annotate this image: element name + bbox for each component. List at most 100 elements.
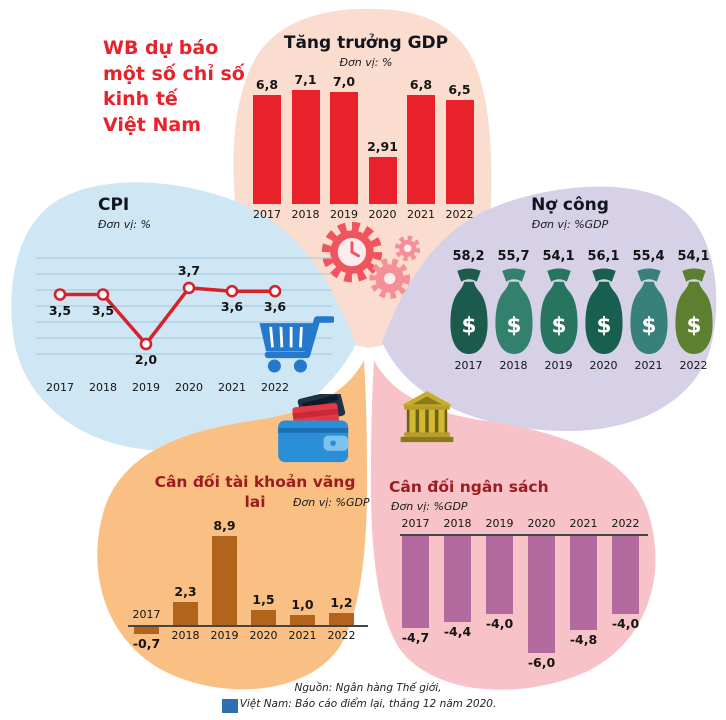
budget-axis [400, 534, 648, 536]
gdp-value-label: 2,91 [367, 139, 398, 154]
public_debt-value-label: 58,2 [452, 249, 485, 264]
budget-year-label: 2018 [443, 517, 472, 530]
source-note: Nguồn: Ngân hàng Thế giới, Việt Nam: Báo… [168, 681, 568, 713]
public_debt-value-label: 55,4 [632, 249, 665, 264]
public_debt-item-2022: 54,1 $ 2022 [671, 249, 716, 380]
current_account-year-label: 2021 [288, 629, 317, 642]
budget-value-label: -4,4 [443, 624, 472, 639]
current-account-bar-chart: -0,7 2017 2,3 2018 8,9 2019 1,5 2020 1,0 2021 1,2 2… [128, 518, 373, 683]
cpi-title: CPI [98, 195, 130, 215]
svg-text:$: $ [551, 313, 566, 338]
gdp-year-label: 2021 [407, 208, 435, 221]
wallet-cards-icon [276, 389, 356, 468]
cpi-year-label: 2018 [89, 381, 117, 394]
gears-clock-icon [316, 220, 421, 309]
budget-bar-chart: -4,7 2017 -4,4 2018 -4,0 2019 -6,0 2020 -4,8 2021… [400, 516, 658, 686]
cpi-year-label: 2022 [261, 381, 289, 394]
svg-text:$: $ [461, 313, 476, 338]
gdp-year-label: 2019 [330, 208, 358, 221]
current_account-bar-2021 [290, 615, 315, 625]
cpi-value-label: 3,5 [48, 302, 72, 318]
budget-value-label: -6,0 [527, 655, 556, 670]
current_account-value-label: 1,2 [330, 595, 353, 610]
current_account-value-label: 1,5 [252, 592, 275, 607]
current_account-bar-2017 [134, 627, 159, 634]
public_debt-value-label: 56,1 [587, 249, 620, 264]
public_debt-item-2021: 55,4 $ 2021 [626, 249, 671, 380]
public_debt-year-label: 2021 [634, 358, 663, 372]
current_account-year-label: 2017 [132, 608, 161, 621]
budget-bar-2022 [612, 536, 639, 614]
budget-year-label: 2017 [401, 517, 430, 530]
gdp-bar-2017 [253, 95, 281, 204]
gdp-value-label: 7,1 [294, 72, 317, 87]
cpi-value-label: 3,7 [177, 262, 201, 278]
budget-bar-2019 [486, 536, 513, 614]
current_account-year-label: 2022 [327, 629, 356, 642]
current_account-bar-2019 [212, 536, 237, 625]
budget-unit: Đơn vị: %GDP [391, 500, 468, 513]
page-title-line: Việt Nam [103, 113, 201, 136]
gdp-value-label: 7,0 [332, 74, 356, 89]
current_account-bar-2020 [251, 610, 276, 625]
public_debt-value-label: 54,1 [677, 249, 710, 264]
cpi-year-label: 2019 [132, 381, 160, 394]
gdp-bar-chart: 6,8 2017 7,1 2018 7,0 2019 2,91 2020 6,8 2021 6,5 2… [250, 72, 482, 224]
budget-bar-2020 [528, 536, 555, 653]
gdp-bar-2018 [291, 90, 320, 204]
current_account-value-label: 8,9 [213, 518, 236, 533]
logo-mark [222, 699, 238, 713]
gdp-bar-2019 [330, 92, 358, 204]
gdp-value-label: 6,8 [255, 77, 279, 92]
svg-text:$: $ [686, 313, 701, 338]
gdp-year-label: 2020 [368, 208, 397, 221]
public-debt-pictogram: 58,2 $ 2017 55,7 $ 2018 54,1 $ 2019 56,1 $ … [446, 249, 718, 380]
budget-bar-2021 [570, 536, 597, 630]
cpi-year-label: 2021 [218, 381, 246, 394]
money-bag-icon: $ [494, 268, 533, 354]
svg-text:$: $ [506, 313, 521, 338]
budget-bar-2018 [444, 536, 471, 622]
money-bag-icon: $ [449, 268, 488, 354]
budget-year-label: 2019 [485, 517, 514, 530]
page-title-line: một số chỉ số [103, 62, 245, 85]
current_account-year-label: 2019 [210, 629, 239, 642]
budget-year-label: 2022 [611, 517, 640, 530]
current-account-unit: Đơn vị: %GDP [293, 496, 370, 509]
page-title-line: kinh tế [103, 88, 178, 111]
public_debt-item-2018: 55,7 $ 2018 [491, 249, 536, 380]
cpi-value-label: 3,5 [91, 302, 115, 318]
public-debt-title: Nợ công [531, 195, 609, 215]
petal-cpi [11, 182, 356, 451]
public_debt-year-label: 2020 [589, 358, 618, 372]
budget-year-label: 2020 [527, 517, 556, 530]
svg-text:$: $ [596, 313, 611, 338]
gdp-value-label: 6,5 [448, 82, 471, 97]
budget-bar-2017 [402, 536, 429, 628]
current_account-year-label: 2018 [171, 629, 200, 642]
gdp-year-label: 2022 [445, 208, 474, 221]
cpi-unit: Đơn vị: % [98, 218, 151, 231]
current_account-value-label: 2,3 [174, 584, 197, 599]
source-line: Nguồn: Ngân hàng Thế giới, [294, 682, 442, 694]
gdp-year-label: 2017 [253, 208, 281, 221]
money-bag-icon: $ [674, 268, 713, 354]
page-title: WB dự báo một số chỉ số kinh tế Việt Nam [103, 36, 278, 139]
cpi-year-label: 2020 [175, 381, 203, 394]
public_debt-year-label: 2019 [544, 358, 573, 372]
current_account-axis [128, 625, 368, 627]
current_account-year-label: 2020 [249, 629, 278, 642]
current_account-value-label: -0,7 [132, 636, 161, 651]
gdp-value-label: 6,8 [409, 77, 433, 92]
budget-value-label: -4,7 [401, 630, 430, 645]
public_debt-item-2017: 58,2 $ 2017 [446, 249, 491, 380]
page-title-line: WB dự báo [103, 37, 219, 59]
public_debt-item-2019: 54,1 $ 2019 [536, 249, 581, 380]
public_debt-year-label: 2017 [454, 358, 483, 372]
money-bag-icon: $ [629, 268, 668, 354]
bank-building-icon [398, 390, 456, 449]
public_debt-year-label: 2022 [679, 358, 708, 372]
cpi-year-label: 2017 [46, 381, 74, 394]
gdp-unit: Đơn vị: % [339, 56, 393, 69]
